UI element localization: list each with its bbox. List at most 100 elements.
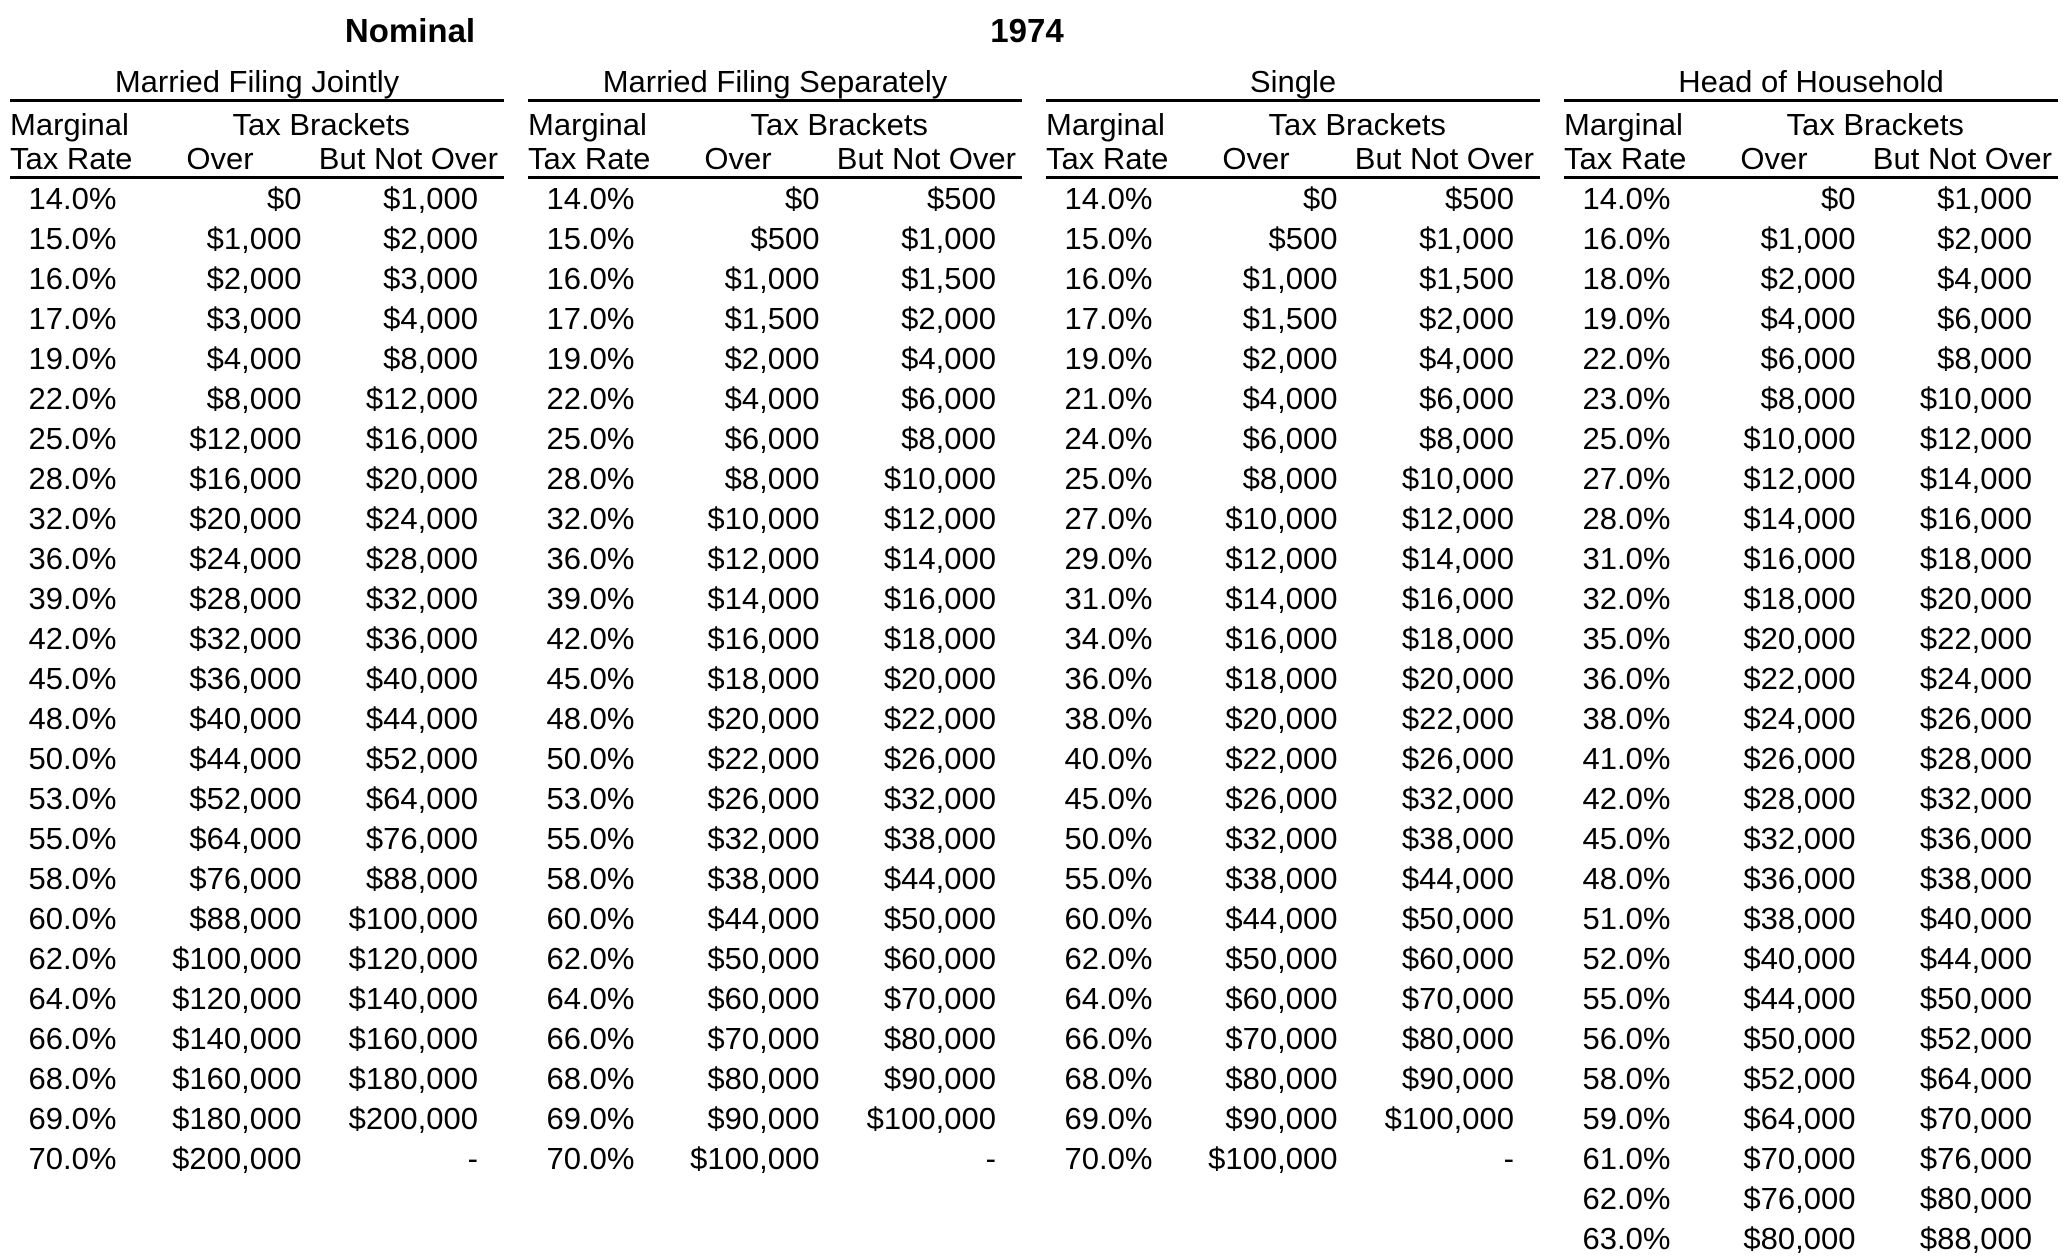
bracket-rows: 14.0% $0 $500 15.0% $500 $1,000 16.0% $1,000 $1,… <box>528 179 1022 1179</box>
over-cell: $8,000 <box>724 461 820 496</box>
over-cell: $18,000 <box>707 661 820 696</box>
bracket-rows: 14.0% $0 $500 15.0% $500 $1,000 16.0% $1,000 $1,… <box>1046 179 1540 1179</box>
but-not-over-cell: $88,000 <box>1919 1221 2032 1256</box>
rate-cell: 55.0% <box>1064 861 1153 896</box>
header-row-2: Tax Rate Over But Not Over <box>528 142 1022 179</box>
but-not-over-cell: $8,000 <box>1419 421 1514 456</box>
but-not-over-cell: $50,000 <box>883 901 996 936</box>
over-cell: $80,000 <box>707 1061 820 1096</box>
rate-cell: 19.0% <box>28 341 117 376</box>
over-cell: $0 <box>1820 181 1856 216</box>
table-row: 45.0% $18,000 $20,000 <box>528 659 1022 699</box>
but-not-over-cell: $64,000 <box>365 781 478 816</box>
table-row: 58.0% $52,000 $64,000 <box>1564 1059 2058 1099</box>
rate-cell: 50.0% <box>28 741 117 776</box>
rate-cell: 22.0% <box>1582 341 1671 376</box>
but-not-over-cell: $160,000 <box>348 1021 478 1056</box>
rate-cell: 53.0% <box>28 781 117 816</box>
table-row: 22.0% $6,000 $8,000 <box>1564 339 2058 379</box>
but-not-over-cell: $38,000 <box>883 821 996 856</box>
rate-cell: 14.0% <box>28 181 117 216</box>
over-cell: $80,000 <box>1225 1061 1338 1096</box>
header-tax-rate: Tax Rate <box>10 141 133 176</box>
but-not-over-cell: $16,000 <box>1919 501 2032 536</box>
but-not-over-cell: $4,000 <box>901 341 996 376</box>
rate-cell: 15.0% <box>1064 221 1153 256</box>
table-row: 55.0% $38,000 $44,000 <box>1046 859 1540 899</box>
over-cell: $14,000 <box>1225 581 1338 616</box>
table-row: 66.0% $70,000 $80,000 <box>528 1019 1022 1059</box>
over-cell: $44,000 <box>189 741 302 776</box>
but-not-over-cell: $20,000 <box>1919 581 2032 616</box>
over-cell: $500 <box>1268 221 1338 256</box>
table-row: 48.0% $20,000 $22,000 <box>528 699 1022 739</box>
header-row-2: Tax Rate Over But Not Over <box>1564 142 2058 179</box>
rate-cell: 63.0% <box>1582 1221 1671 1256</box>
but-not-over-cell: $76,000 <box>365 821 478 856</box>
rate-cell: 22.0% <box>28 381 117 416</box>
table-row: 40.0% $22,000 $26,000 <box>1046 739 1540 779</box>
table-row: 31.0% $14,000 $16,000 <box>1046 579 1540 619</box>
rate-cell: 16.0% <box>28 261 117 296</box>
table-row: 24.0% $6,000 $8,000 <box>1046 419 1540 459</box>
header-row-1: Marginal Tax Brackets <box>1564 102 2058 142</box>
table-row: 55.0% $64,000 $76,000 <box>10 819 504 859</box>
over-cell: $0 <box>784 181 820 216</box>
rate-cell: 66.0% <box>1064 1021 1153 1056</box>
rate-cell: 68.0% <box>546 1061 635 1096</box>
but-not-over-cell: $100,000 <box>1384 1101 1514 1136</box>
rate-cell: 32.0% <box>28 501 117 536</box>
table-row: 60.0% $44,000 $50,000 <box>528 899 1022 939</box>
table-row: 62.0% $76,000 $80,000 <box>1564 1179 2058 1219</box>
over-cell: $18,000 <box>1225 661 1338 696</box>
table-row: 64.0% $60,000 $70,000 <box>528 979 1022 1019</box>
over-cell: $180,000 <box>172 1101 302 1136</box>
header-but-not-over: But Not Over <box>1872 141 2052 176</box>
rate-cell: 39.0% <box>546 581 635 616</box>
table-row: 70.0% $200,000 - <box>10 1139 504 1179</box>
but-not-over-cell: $50,000 <box>1919 981 2032 1016</box>
rate-cell: 45.0% <box>28 661 117 696</box>
rate-cell: 22.0% <box>546 381 635 416</box>
rate-cell: 69.0% <box>28 1101 117 1136</box>
table-row: 70.0% $100,000 - <box>1046 1139 1540 1179</box>
over-cell: $4,000 <box>1242 381 1338 416</box>
table-row: 15.0% $500 $1,000 <box>1046 219 1540 259</box>
table-row: 14.0% $0 $1,000 <box>1564 179 2058 219</box>
group-head-of-household: Head of Household Marginal Tax Brackets … <box>1564 58 2058 1259</box>
rate-cell: 16.0% <box>1582 221 1671 256</box>
over-cell: $18,000 <box>1743 581 1856 616</box>
rate-cell: 25.0% <box>546 421 635 456</box>
but-not-over-cell: $32,000 <box>365 581 478 616</box>
over-cell: $140,000 <box>172 1021 302 1056</box>
table-row: 16.0% $1,000 $1,500 <box>528 259 1022 299</box>
rate-cell: 52.0% <box>1582 941 1671 976</box>
but-not-over-cell: $24,000 <box>365 501 478 536</box>
table-row: 25.0% $8,000 $10,000 <box>1046 459 1540 499</box>
but-not-over-cell: $10,000 <box>883 461 996 496</box>
over-cell: $10,000 <box>1743 421 1856 456</box>
rate-cell: 42.0% <box>1582 781 1671 816</box>
rate-cell: 62.0% <box>546 941 635 976</box>
group-married-filing-separately: Married Filing Separately Marginal Tax B… <box>528 58 1022 1259</box>
but-not-over-cell: $32,000 <box>883 781 996 816</box>
over-cell: $6,000 <box>1242 421 1338 456</box>
rate-cell: 55.0% <box>546 821 635 856</box>
over-cell: $10,000 <box>707 501 820 536</box>
table-row: 29.0% $12,000 $14,000 <box>1046 539 1540 579</box>
bracket-rows: 14.0% $0 $1,000 16.0% $1,000 $2,000 18.0% $2,00… <box>1564 179 2058 1259</box>
header-but-not-over: But Not Over <box>318 141 498 176</box>
but-not-over-cell: $20,000 <box>365 461 478 496</box>
header-marginal: Marginal <box>528 107 647 142</box>
table-row: 60.0% $88,000 $100,000 <box>10 899 504 939</box>
rate-cell: 32.0% <box>1582 581 1671 616</box>
header-but-not-over: But Not Over <box>836 141 1016 176</box>
table-row: 23.0% $8,000 $10,000 <box>1564 379 2058 419</box>
rate-cell: 66.0% <box>546 1021 635 1056</box>
over-cell: $44,000 <box>1743 981 1856 1016</box>
but-not-over-cell: $26,000 <box>883 741 996 776</box>
but-not-over-cell: - <box>467 1141 478 1176</box>
over-cell: $3,000 <box>206 301 302 336</box>
rate-cell: 55.0% <box>28 821 117 856</box>
table-row: 53.0% $52,000 $64,000 <box>10 779 504 819</box>
